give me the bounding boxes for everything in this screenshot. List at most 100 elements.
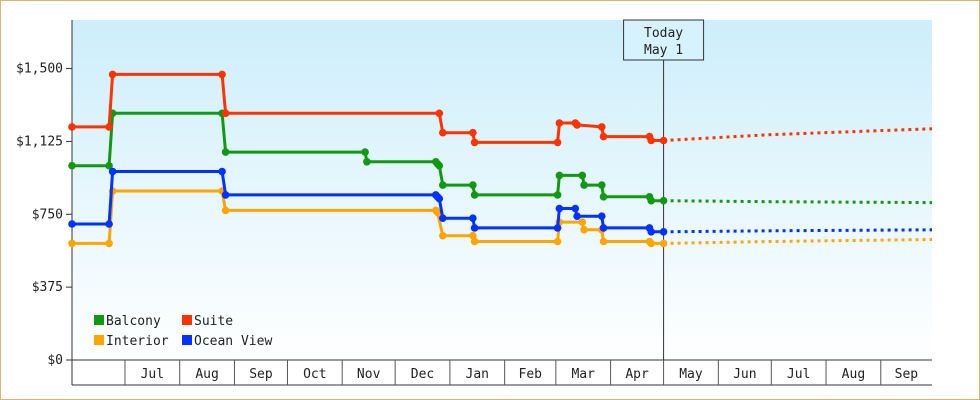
series-line-balcony — [72, 111, 664, 203]
data-point-suite — [469, 128, 477, 137]
data-point-balcony — [553, 191, 562, 199]
data-point-suite — [435, 109, 444, 118]
data-point-suite — [599, 132, 608, 141]
legend-label-balcony: Balcony — [106, 314, 161, 329]
data-point-interior — [580, 226, 588, 234]
legend-label-interior: Interior — [106, 334, 169, 349]
x-tick-label: May — [679, 367, 703, 382]
data-point-interior — [553, 237, 562, 246]
x-tick-label: Aug — [842, 367, 865, 382]
data-point-balcony — [659, 196, 668, 205]
legend-label-suite: Suite — [194, 314, 233, 329]
legend-swatch-suite — [182, 315, 192, 325]
x-tick-label: Sep — [249, 367, 273, 382]
series-forecast-ocean-view — [663, 228, 933, 234]
data-point-interior — [599, 237, 608, 246]
series-layer — [68, 70, 933, 248]
data-point-suite — [598, 123, 606, 131]
data-point-suite — [221, 109, 230, 118]
x-tick-label: Oct — [303, 367, 326, 382]
data-point-balcony — [555, 171, 564, 180]
y-tick-label: $0 — [47, 353, 63, 368]
data-point-interior — [470, 237, 479, 246]
data-point-interior — [439, 231, 447, 240]
data-point-interior — [433, 208, 442, 217]
series-forecast-suite — [663, 127, 933, 142]
data-point-interior — [221, 206, 230, 215]
data-point-balcony — [598, 181, 606, 189]
data-point-suite — [218, 70, 226, 79]
data-point-ocean-view — [105, 220, 113, 228]
data-point-suite — [439, 128, 447, 137]
x-tick-label: Feb — [519, 367, 543, 382]
legend-swatch-interior — [94, 335, 104, 345]
series-forecast-interior — [663, 238, 933, 245]
y-tick-label: $750 — [32, 207, 63, 222]
x-tick-label: Apr — [625, 367, 649, 382]
data-point-ocean-view — [553, 224, 562, 232]
series-ocean-view — [68, 167, 933, 236]
data-point-suite — [470, 138, 479, 147]
x-tick-label: Nov — [357, 367, 381, 382]
data-point-balcony — [580, 181, 588, 189]
data-point-ocean-view — [571, 204, 580, 213]
x-tick-label: Jul — [141, 367, 164, 382]
series-suite — [68, 70, 933, 147]
data-point-suite — [573, 121, 581, 129]
y-tick-label: $1,500 — [16, 62, 63, 77]
data-point-balcony — [647, 196, 655, 205]
data-point-suite — [108, 70, 117, 79]
x-tick-label: Sep — [895, 367, 919, 382]
data-point-balcony — [470, 191, 479, 199]
x-tick-label: Jul — [787, 367, 810, 382]
today-box — [623, 19, 705, 61]
data-point-interior — [647, 239, 655, 248]
data-point-balcony — [578, 171, 587, 180]
data-point-ocean-view — [221, 191, 230, 199]
data-point-balcony — [221, 148, 230, 156]
data-point-balcony — [68, 161, 76, 170]
data-point-interior — [68, 239, 76, 248]
legend-swatch-ocean-view — [182, 335, 192, 345]
data-point-balcony — [435, 161, 444, 170]
x-tick-label: Jun — [733, 367, 756, 382]
data-point-balcony — [599, 193, 608, 201]
series-line-suite — [72, 72, 664, 144]
data-point-suite — [647, 136, 655, 145]
data-point-ocean-view — [598, 212, 606, 220]
data-point-suite — [68, 123, 76, 131]
data-point-interior — [578, 218, 587, 226]
data-point-balcony — [363, 158, 371, 166]
axes: $0 $375 $750 $1,125 $1,500 Jul Aug Sep Oct Nov Dec… — [16, 20, 932, 386]
today-label: Today — [644, 26, 683, 41]
data-point-ocean-view — [555, 204, 564, 213]
data-point-suite — [553, 138, 562, 147]
data-point-suite — [555, 119, 564, 127]
legend: Balcony Suite Interior Ocean View — [94, 314, 272, 349]
data-point-ocean-view — [68, 220, 76, 228]
data-point-ocean-view — [470, 224, 479, 232]
x-tick-label: Aug — [195, 367, 218, 382]
x-tick-label: Jan — [466, 367, 489, 382]
data-point-balcony — [105, 161, 113, 170]
data-point-interior — [659, 239, 668, 248]
today-date-label: May 1 — [644, 43, 683, 58]
today-marker: Today May 1 — [623, 19, 705, 360]
data-point-balcony — [361, 148, 369, 156]
data-point-balcony — [439, 181, 447, 189]
series-balcony — [68, 109, 933, 205]
data-point-suite — [659, 136, 668, 145]
data-point-balcony — [469, 181, 477, 189]
y-tick-label: $1,125 — [16, 134, 63, 149]
data-point-ocean-view — [659, 228, 668, 236]
data-point-interior — [105, 239, 113, 248]
data-point-ocean-view — [469, 214, 477, 222]
x-tick-label: Dec — [411, 367, 434, 382]
data-point-ocean-view — [108, 167, 117, 176]
data-point-ocean-view — [439, 214, 447, 222]
data-point-interior — [469, 231, 477, 240]
y-tick-label: $375 — [32, 280, 63, 295]
data-point-ocean-view — [218, 167, 226, 176]
data-point-ocean-view — [435, 194, 444, 203]
